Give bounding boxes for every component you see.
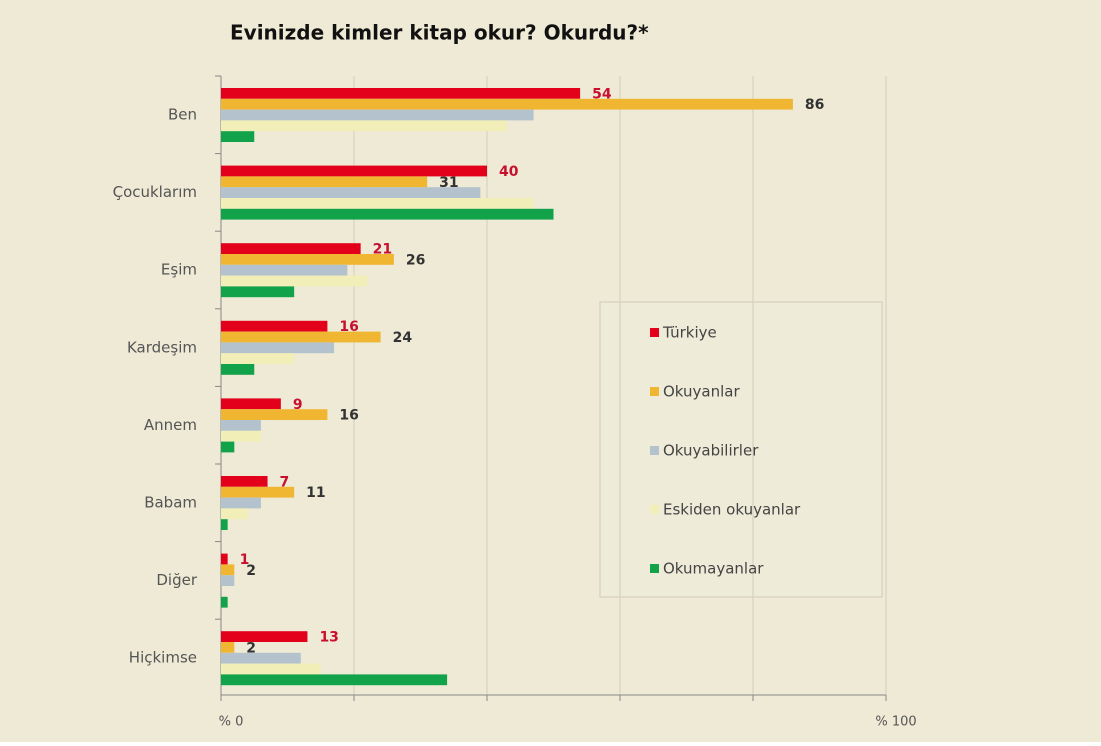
- bar: [221, 508, 248, 520]
- bar: [221, 131, 255, 142]
- bar: [221, 208, 554, 220]
- data-label: 7: [280, 474, 290, 490]
- data-label: 16: [339, 319, 358, 335]
- data-label: 16: [339, 408, 358, 424]
- bar: [221, 553, 228, 565]
- bar: [221, 519, 228, 530]
- bar: [221, 596, 228, 608]
- data-label: 21: [373, 242, 392, 258]
- y-tick-label: Babam: [144, 494, 197, 512]
- y-tick-label: Hiçkimse: [129, 649, 197, 667]
- legend-box: [599, 301, 883, 598]
- y-tick-label: Ben: [168, 106, 197, 124]
- bar: [221, 98, 793, 110]
- bar: [221, 631, 308, 642]
- data-label: 31: [439, 175, 458, 191]
- bar: [221, 564, 235, 576]
- legend-label: Okuyanlar: [663, 383, 740, 401]
- bar: [221, 663, 321, 675]
- bar: [221, 165, 487, 177]
- bar: [221, 187, 481, 198]
- bar: [221, 652, 301, 664]
- bar: [221, 409, 328, 420]
- bar: [221, 109, 534, 121]
- bar: [221, 441, 235, 453]
- bar: [221, 286, 295, 298]
- bar: [221, 342, 335, 354]
- bar: [221, 476, 268, 487]
- bar: [221, 275, 368, 287]
- bar: [221, 486, 295, 498]
- legend-swatch: [650, 446, 659, 455]
- y-tick-label: Çocuklarım: [113, 183, 197, 201]
- bar: [221, 575, 235, 586]
- data-label: 2: [246, 563, 256, 579]
- legend-label: Türkiye: [662, 324, 717, 342]
- x-tick-label: % 0: [219, 715, 244, 730]
- bar: [221, 254, 394, 265]
- bar: [221, 497, 261, 509]
- data-label: 2: [246, 640, 256, 656]
- data-label: 54: [592, 86, 612, 102]
- data-label: 26: [406, 252, 425, 268]
- data-label: 13: [319, 630, 338, 646]
- bar: [221, 176, 428, 188]
- chart-title: Evinizde kimler kitap okur? Okurdu?*: [230, 21, 649, 45]
- data-label: 1: [240, 552, 250, 568]
- x-tick-label: % 100: [875, 715, 916, 730]
- legend-swatch: [650, 387, 659, 396]
- y-tick-label: Kardeşim: [127, 338, 197, 356]
- data-label: 86: [805, 97, 824, 113]
- data-label: 11: [306, 485, 325, 501]
- legend-label: Okuyabilirler: [663, 442, 759, 460]
- legend-swatch: [650, 505, 659, 514]
- bar: [221, 88, 581, 99]
- bar: [221, 642, 235, 653]
- bar: [221, 264, 348, 276]
- bar: [221, 364, 255, 375]
- bar: [221, 420, 261, 431]
- data-label: 40: [499, 164, 519, 180]
- bar: [221, 243, 361, 254]
- bar: [221, 198, 534, 209]
- data-label: 9: [293, 397, 303, 413]
- bar: [221, 320, 328, 332]
- y-tick-label: Annem: [144, 416, 197, 434]
- bar: [221, 398, 281, 410]
- legend-swatch: [650, 564, 659, 573]
- bar: [221, 430, 261, 442]
- y-tick-label: Eşim: [161, 261, 197, 279]
- legend-label: Okumayanlar: [663, 560, 764, 578]
- legend-label: Eskiden okuyanlar: [663, 501, 801, 519]
- y-tick-label: Diğer: [156, 571, 197, 589]
- bar: [221, 120, 507, 132]
- data-label: 24: [393, 330, 413, 346]
- legend-swatch: [650, 328, 659, 337]
- bar: [221, 353, 295, 364]
- bar: [221, 674, 448, 686]
- bar: [221, 331, 381, 343]
